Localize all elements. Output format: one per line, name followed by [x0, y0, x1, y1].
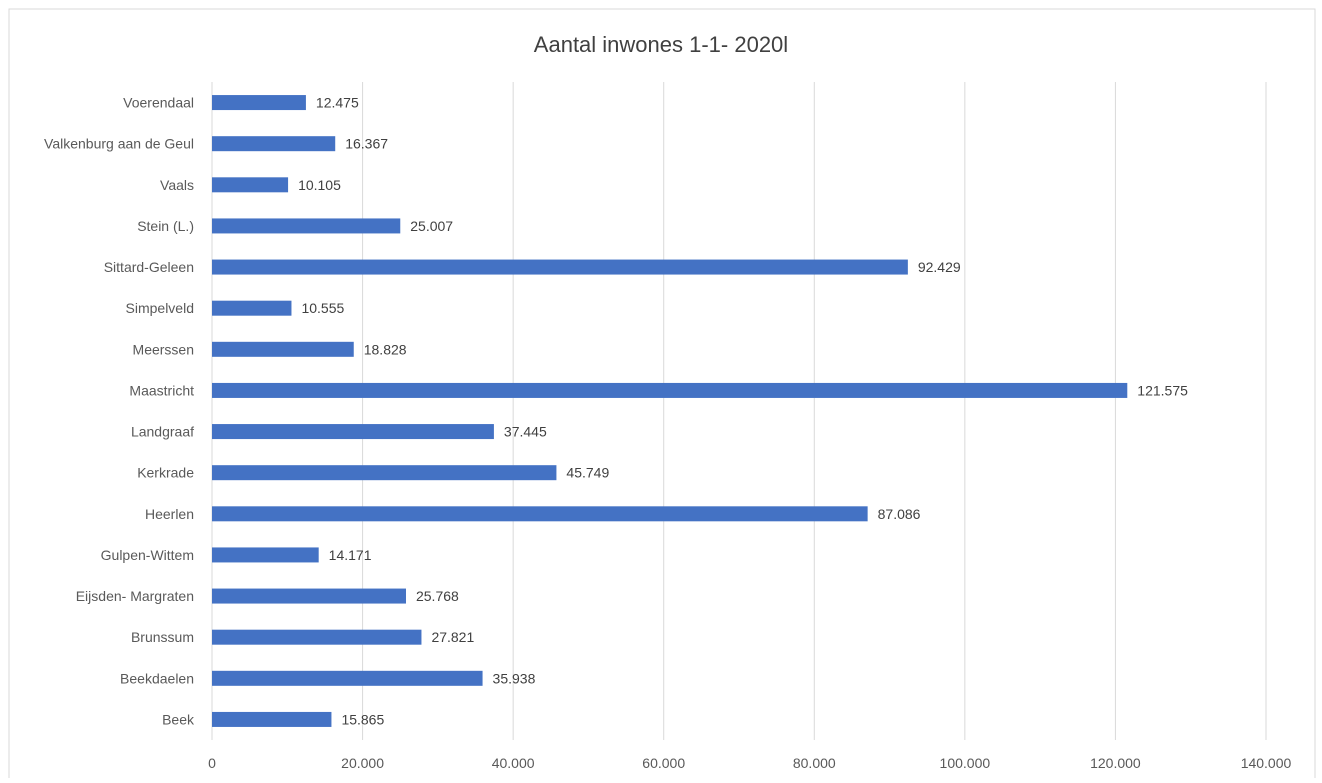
bar: [212, 259, 908, 275]
data-label: 14.171: [329, 547, 372, 563]
bar: [212, 547, 319, 563]
data-label: 12.475: [316, 95, 359, 111]
x-tick-label: 120.000: [1090, 755, 1141, 771]
category-label: Heerlen: [145, 506, 194, 522]
data-label: 35.938: [493, 670, 536, 686]
bar: [212, 177, 289, 193]
data-label: 27.821: [431, 629, 474, 645]
x-tick-label: 60.000: [642, 755, 685, 771]
category-label: Kerkrade: [137, 465, 194, 481]
data-label: 45.749: [566, 465, 609, 481]
bars: [212, 95, 1128, 727]
category-label: Gulpen-Wittem: [101, 547, 194, 563]
data-label: 121.575: [1137, 382, 1188, 398]
bar: [212, 588, 406, 604]
x-tick-label: 40.000: [492, 755, 535, 771]
category-label: Maastricht: [129, 382, 194, 398]
data-label: 25.768: [416, 588, 459, 604]
bar: [212, 670, 483, 686]
bar: [212, 506, 868, 522]
data-label: 25.007: [410, 218, 453, 234]
category-label: Brunssum: [131, 629, 194, 645]
data-label: 10.105: [298, 177, 341, 193]
data-label: 16.367: [345, 136, 388, 152]
x-tick-label: 100.000: [940, 755, 991, 771]
value-axis-labels: 0 20.000 40.000 60.000 80.000 100.000 120.000 1…: [208, 755, 1291, 771]
category-axis-labels: Voerendaal Valkenburg aan de Geul Vaals Ste…: [44, 95, 195, 728]
bar: [212, 95, 306, 111]
data-label: 18.828: [364, 341, 407, 357]
data-label: 87.086: [878, 506, 921, 522]
chart-title: Aantal inwones 1-1- 2020l: [534, 32, 788, 57]
data-labels: 12.475 16.367 10.105 25.007 92.429 10.555 18.8…: [298, 95, 1188, 728]
category-label: Beekdaelen: [120, 670, 194, 686]
bar: [212, 711, 332, 727]
category-label: Vaals: [160, 177, 194, 193]
data-label: 92.429: [918, 259, 961, 275]
data-label: 37.445: [504, 424, 547, 440]
category-label: Voerendaal: [123, 95, 194, 111]
category-label: Sittard-Geleen: [104, 259, 194, 275]
x-tick-label: 80.000: [793, 755, 836, 771]
x-tick-label: 0: [208, 755, 216, 771]
category-label: Eijsden- Margraten: [76, 588, 194, 604]
category-label: Landgraaf: [131, 424, 194, 440]
bar: [212, 300, 292, 316]
data-label: 15.865: [341, 711, 384, 727]
category-label: Beek: [162, 711, 195, 727]
x-tick-label: 140.000: [1241, 755, 1292, 771]
bar: [212, 218, 401, 234]
x-tick-label: 20.000: [341, 755, 384, 771]
bar: [212, 341, 354, 357]
bar: [212, 629, 422, 645]
bar: [212, 136, 336, 152]
category-label: Stein (L.): [137, 218, 194, 234]
data-label: 10.555: [301, 300, 344, 316]
category-label: Simpelveld: [126, 300, 194, 316]
bar: [212, 465, 557, 481]
bar: [212, 382, 1128, 398]
bar: [212, 424, 494, 440]
category-label: Valkenburg aan de Geul: [44, 136, 194, 152]
category-label: Meerssen: [133, 341, 194, 357]
